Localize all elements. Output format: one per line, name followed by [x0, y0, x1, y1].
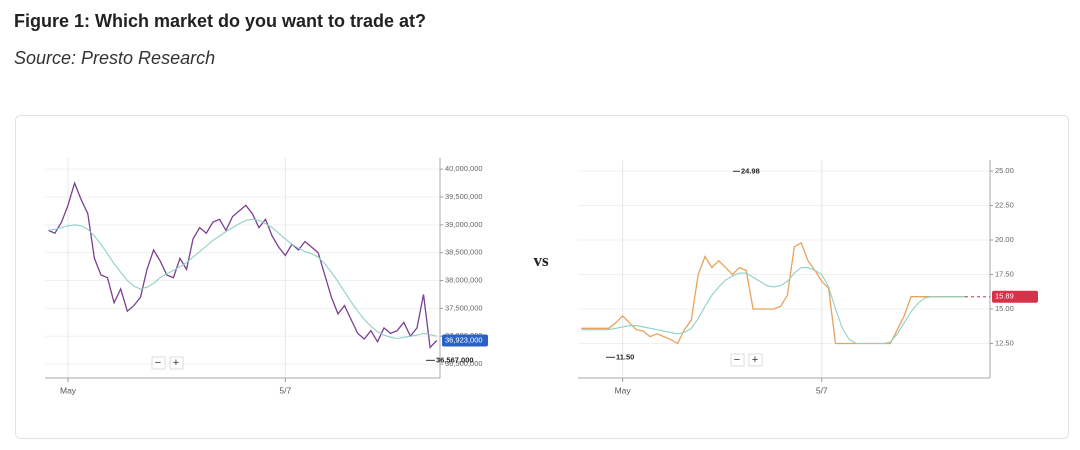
- card: [15, 115, 1069, 439]
- x-tick-label: 5/7: [816, 385, 828, 395]
- price-label: 24.98: [741, 166, 760, 175]
- zoom-button[interactable]: [151, 356, 166, 370]
- series-line: [581, 241, 966, 345]
- price-label: 11.50: [616, 352, 634, 361]
- zoom-label[interactable]: +: [752, 354, 758, 366]
- y-tick-label: 22.50: [995, 201, 1014, 210]
- zoom-button[interactable]: [730, 353, 745, 367]
- y-tick-label: 20.00: [995, 235, 1014, 244]
- y-tick-label: 40,000,000: [445, 164, 483, 173]
- y-tick-label: 36,500,000: [445, 359, 483, 368]
- y-tick-label: 12.50: [995, 338, 1014, 347]
- figure-title: Figure 1: Which market do you want to tr…: [14, 11, 426, 31]
- y-tick-label: 38,000,000: [445, 276, 483, 285]
- y-tick-label: 39,000,000: [445, 220, 483, 229]
- zoom-button[interactable]: [169, 356, 184, 370]
- price-label: 36,567,000: [436, 355, 474, 364]
- price-box: [992, 290, 1038, 303]
- series-line: [48, 218, 437, 340]
- y-tick-label: 39,500,000: [445, 192, 483, 201]
- y-tick-label: 37,500,000: [445, 303, 483, 312]
- zoom-button[interactable]: [748, 353, 763, 367]
- vs-label: vs: [533, 251, 549, 270]
- price-label: 36,923,000: [445, 336, 483, 345]
- y-tick-label: 25.00: [995, 166, 1014, 175]
- y-tick-label: 17.50: [995, 270, 1014, 279]
- x-tick-label: May: [60, 385, 77, 395]
- x-tick-label: May: [615, 385, 632, 395]
- series-line: [48, 181, 438, 349]
- price-label: 15.89: [995, 292, 1014, 301]
- y-tick-label: 15.00: [995, 304, 1014, 313]
- zoom-label[interactable]: −: [734, 354, 740, 366]
- y-tick-label: 38,500,000: [445, 248, 483, 257]
- x-tick-label: 5/7: [279, 385, 291, 395]
- zoom-label[interactable]: −: [155, 357, 161, 369]
- series-line: [581, 267, 966, 345]
- zoom-label[interactable]: +: [173, 357, 179, 369]
- price-box: [442, 334, 488, 347]
- figure-source: Source: Presto Research: [14, 48, 215, 68]
